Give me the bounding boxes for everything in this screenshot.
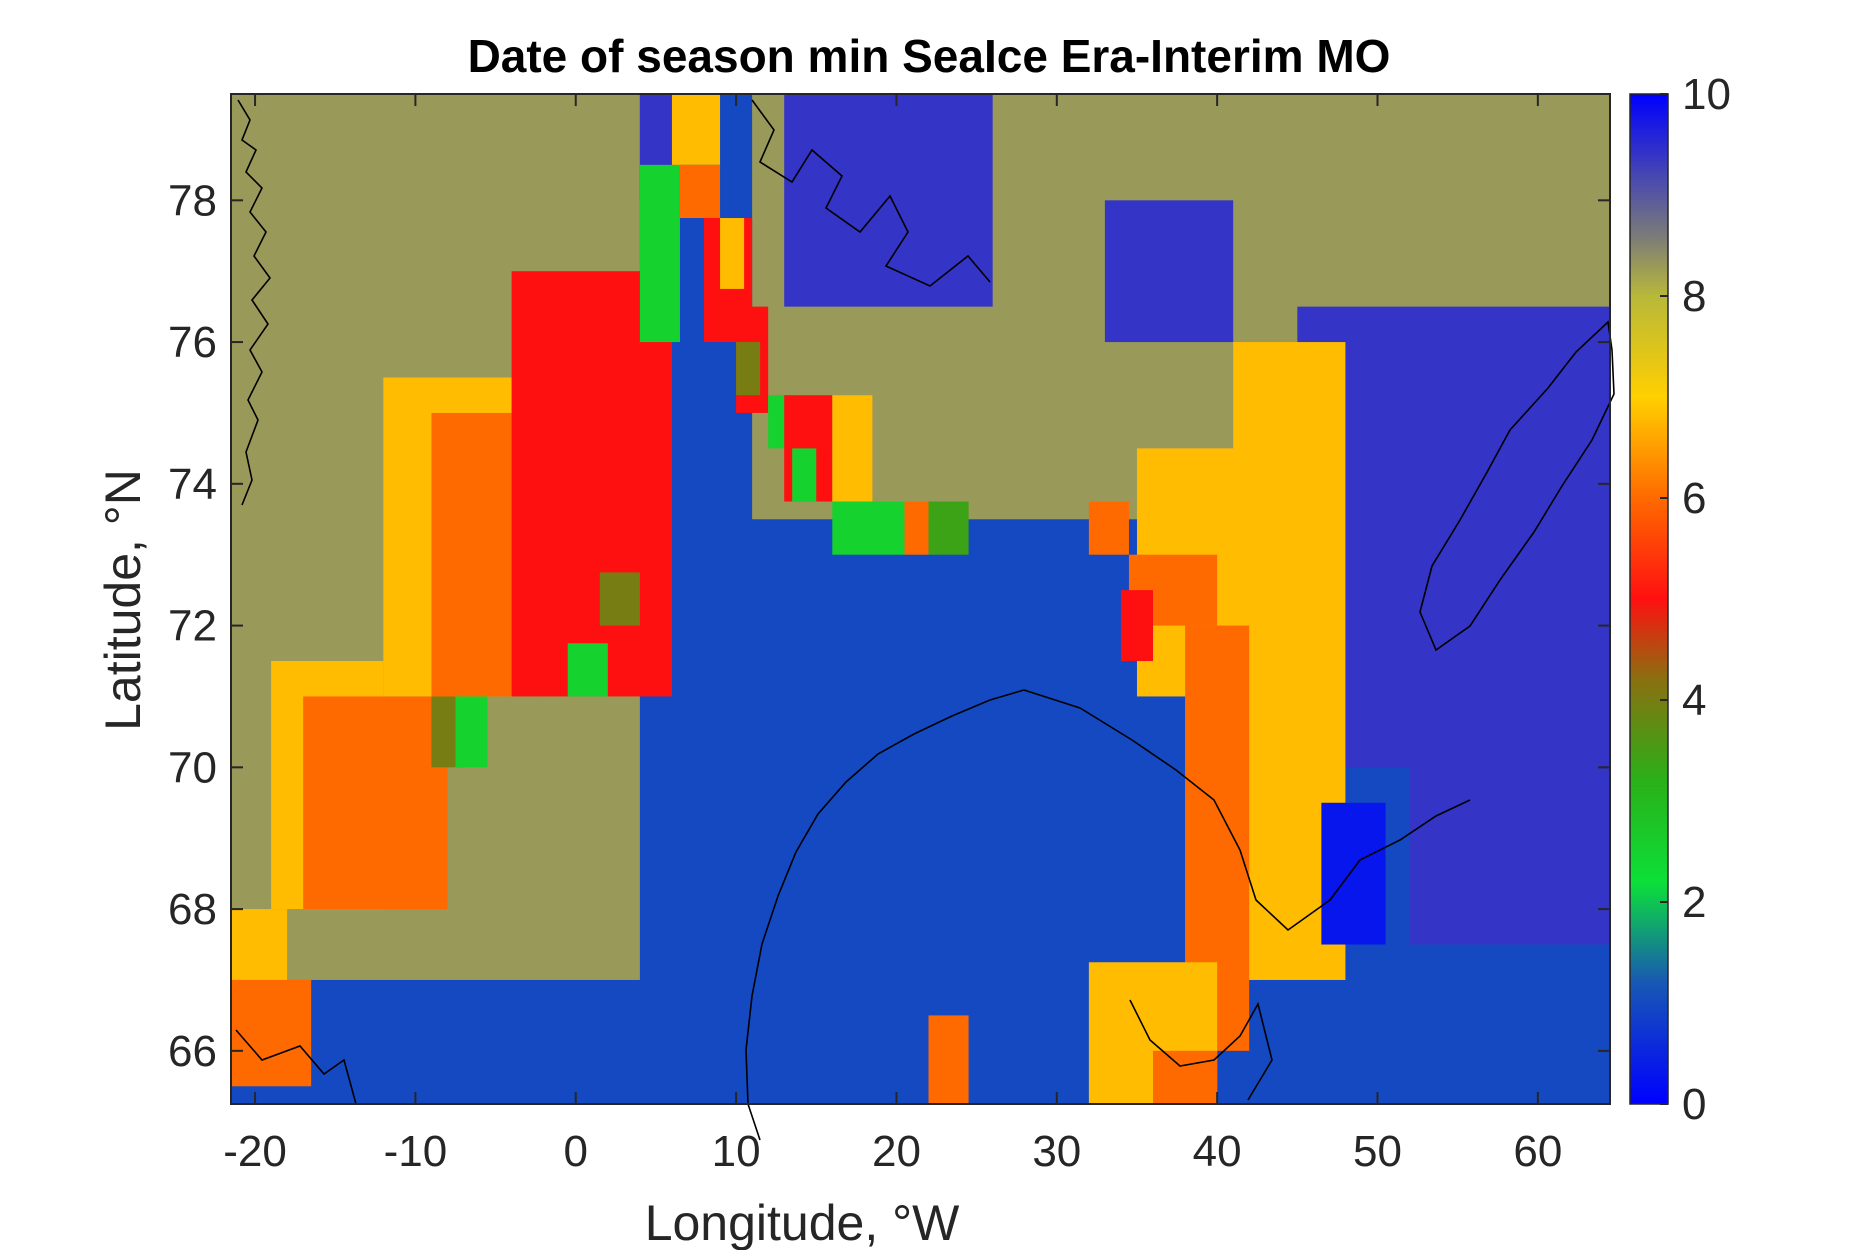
heatmap-region (1409, 625, 1610, 945)
coastline-svalbard (751, 99, 991, 287)
y-tick-label: 74 (168, 460, 217, 509)
colorbar-tick-label: 0 (1682, 1080, 1706, 1129)
coastline-white-sea (1129, 999, 1273, 1101)
heatmap-region (784, 94, 993, 307)
heatmap-region (567, 643, 608, 697)
y-tick-label: 78 (168, 176, 217, 225)
coastline-scandinavia (745, 689, 1025, 1141)
axes-frame (230, 93, 1611, 1105)
colorbar-tick-label: 10 (1682, 70, 1731, 119)
coastline-novaya-zemlya (1419, 320, 1615, 652)
colorbar (1629, 93, 1669, 1105)
coastline-outlines (235, 99, 1615, 1141)
heatmap-region (639, 164, 680, 343)
heatmap-region (792, 448, 817, 502)
heatmap-region (231, 909, 288, 980)
coastline-greenland (237, 99, 272, 506)
heatmap-region (599, 572, 640, 626)
x-axis-label: Longitude, °W (645, 1195, 960, 1250)
plot-area (231, 94, 1615, 1141)
y-tick-label: 72 (168, 602, 217, 651)
x-tick-label: 0 (564, 1127, 588, 1176)
heatmap-region (904, 501, 929, 555)
coastline-kola (1023, 689, 1471, 932)
heatmap-region (303, 696, 448, 910)
colorbar-tick-label: 6 (1682, 474, 1706, 523)
chart-title: Date of season min SeaIce Era-Interim MO (468, 30, 1391, 82)
heatmap-region (720, 218, 745, 289)
heatmap-region (679, 164, 721, 219)
x-tick-label: -20 (223, 1127, 287, 1176)
y-tick-label: 76 (168, 318, 217, 367)
colorbar-tick-label: 2 (1682, 878, 1706, 927)
colorbar-tick-label: 8 (1682, 272, 1706, 321)
heatmap-region (1120, 590, 1154, 662)
heatmap-region (1153, 1050, 1218, 1104)
heatmap-region (1321, 802, 1386, 945)
heatmap-region (928, 1015, 969, 1104)
y-axis-label: Latitude, °N (95, 469, 151, 731)
heatmap-region (1088, 501, 1129, 555)
heatmap-region (736, 342, 761, 396)
x-tick-label: -10 (384, 1127, 448, 1176)
x-tick-label: 40 (1193, 1127, 1242, 1176)
x-tick-label: 50 (1353, 1127, 1402, 1176)
colorbar-tick-label: 4 (1682, 676, 1706, 725)
x-tick-label: 30 (1032, 1127, 1081, 1176)
heatmap-region (231, 979, 312, 1087)
x-tick-label: 60 (1513, 1127, 1562, 1176)
y-tick-label: 68 (168, 885, 217, 934)
heatmap-region (671, 94, 721, 165)
heatmap-region (928, 501, 969, 555)
x-tick-label: 10 (712, 1127, 761, 1176)
colorbar-ticks: 0 2 4 6 8 10 (1660, 70, 1731, 1129)
x-axis-ticks: -20 -10 0 10 20 30 40 50 60 (223, 94, 1562, 1176)
heatmap-region (832, 501, 905, 555)
coastline-iceland (235, 1029, 357, 1105)
heatmap-cells (231, 94, 1610, 1104)
y-tick-label: 70 (168, 743, 217, 792)
heatmap-region (832, 395, 873, 502)
heatmap-region (1104, 200, 1234, 343)
heatmap-region (455, 696, 488, 768)
y-axis-ticks: 66 68 70 72 74 76 78 (168, 176, 1610, 1076)
y-tick-label: 66 (168, 1027, 217, 1076)
x-tick-label: 20 (872, 1127, 921, 1176)
